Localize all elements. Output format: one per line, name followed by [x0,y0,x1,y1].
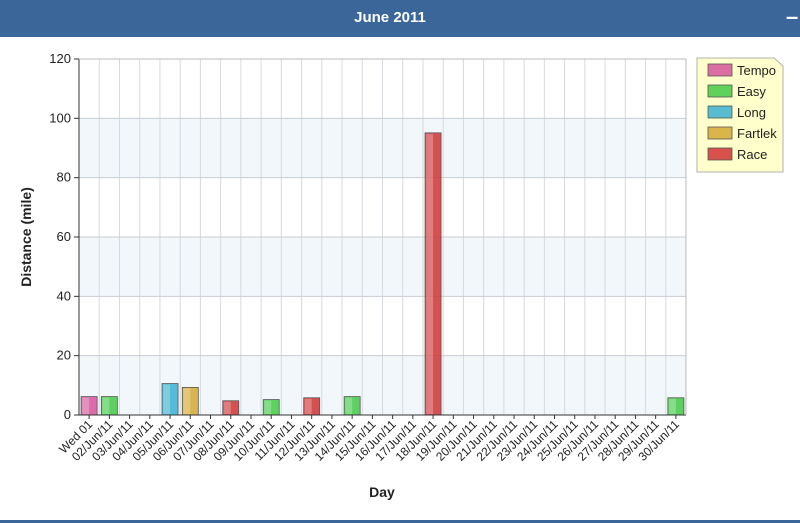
legend-swatch [707,84,733,98]
bar-long [161,383,179,416]
y-tick-label: 80 [57,170,71,185]
legend-swatch [707,126,733,140]
bar-highlight [163,384,171,414]
bar-easy [667,397,685,416]
bar-highlight [102,397,110,414]
legend-label: Race [737,147,767,162]
legend-label: Fartlek [737,126,777,141]
bar-race [424,132,442,416]
bar-highlight [82,397,90,414]
panel-title: June 2011 [354,9,426,26]
x-axis-label: Day [369,484,395,500]
legend-label: Tempo [737,63,776,78]
legend-swatch [707,147,733,161]
bar-highlight [345,397,353,414]
y-tick-label: 20 [57,348,71,363]
legend-swatch [707,63,733,77]
legend: Tempo Easy Long Fartlek Race [696,57,784,173]
legend-item-race: Race [707,147,767,162]
bar-tempo [80,396,98,416]
bar-highlight [426,133,434,414]
bar-race [303,397,321,416]
bars [80,132,685,416]
bar-fartlek [181,387,199,416]
y-tick-label: 0 [64,407,71,422]
y-axis-label: Distance (mile) [18,187,34,287]
bar-easy [262,399,280,416]
collapse-button[interactable]: – [786,4,799,29]
bar-highlight [304,398,312,414]
bar-highlight [183,388,191,414]
legend-swatch [707,105,733,119]
legend-item-easy: Easy [707,84,766,99]
bar-easy [343,396,361,416]
legend-item-fartlek: Fartlek [707,126,777,141]
legend-item-tempo: Tempo [707,63,776,78]
y-tick-label: 60 [57,229,71,244]
y-tick-label: 40 [57,288,71,303]
y-tick-label: 100 [49,110,71,125]
legend-label: Long [737,105,766,120]
bar-easy [100,396,118,416]
bar-highlight [223,401,231,414]
panel-bottom-border [0,520,800,523]
bar-highlight [668,398,676,414]
panel-header: June 2011 – [0,0,800,37]
legend-label: Easy [737,84,766,99]
y-tick-label: 120 [49,51,71,66]
bar-race [222,400,240,416]
legend-item-long: Long [707,105,766,120]
bar-highlight [264,400,272,414]
